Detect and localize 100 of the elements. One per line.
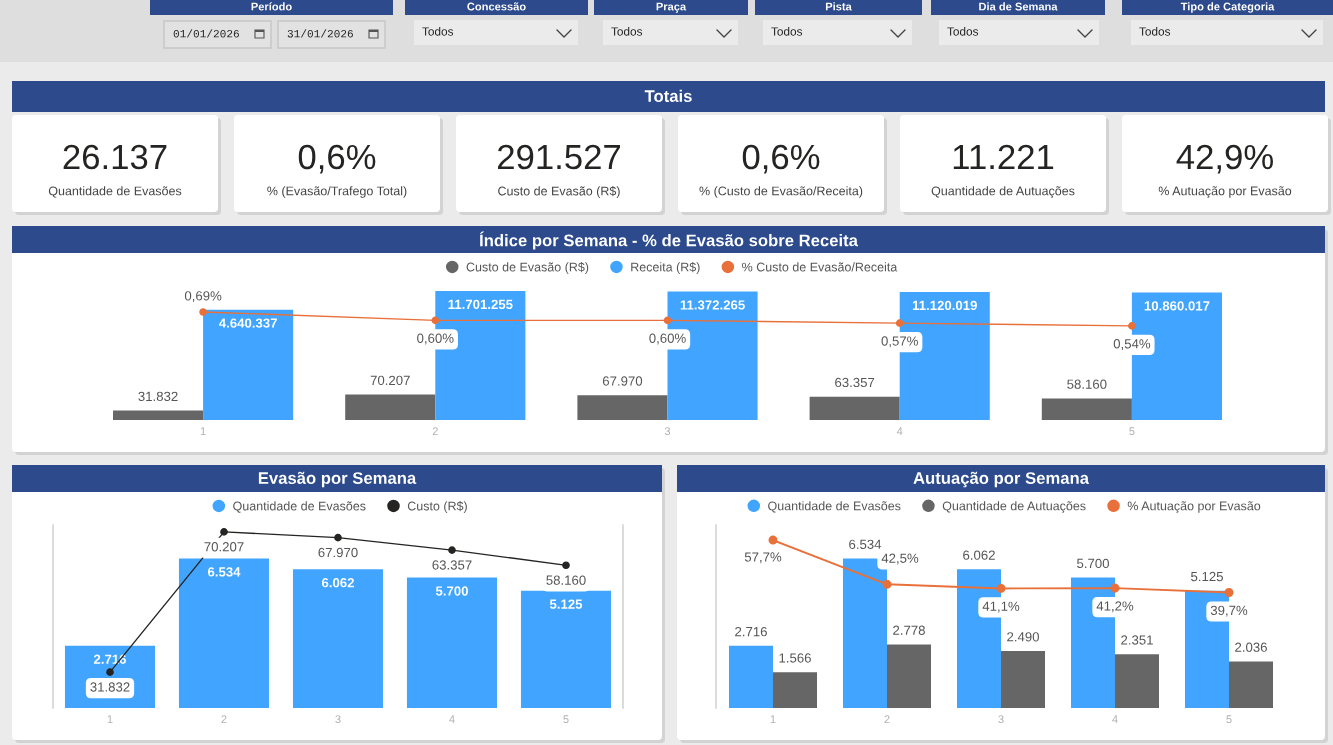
chart-title: Índice por Semana - % de Evasão sobre Receita [479, 231, 859, 250]
x-tick-label: 3 [664, 427, 671, 436]
legend-label: % Custo de Evasão/Receita [742, 262, 898, 272]
category-label: Dia de Semana [979, 2, 1058, 11]
x-tick-label: 4 [449, 715, 455, 723]
point [562, 561, 570, 570]
data-label: 6.534 [207, 567, 241, 577]
text: Todos [1139, 27, 1171, 36]
bar [1001, 651, 1045, 708]
legend-label: Receita (R$) [631, 262, 700, 274]
bar [1115, 654, 1159, 708]
legend-label: % Autuação por Evasão [1127, 501, 1261, 513]
text: 31/01/2026 [287, 29, 353, 38]
data-label: 0,60% [417, 333, 454, 345]
text: 0,6% [742, 144, 820, 174]
x-tick-label: 2 [884, 715, 890, 723]
category-label: % (Evasão/Trafego Total) [267, 186, 407, 198]
data-label: 5.125 [549, 599, 583, 609]
legend-label: Quantidade de Evasões [233, 501, 366, 513]
data-label: 2.490 [1007, 632, 1039, 642]
data-label: 2.351 [1121, 635, 1153, 645]
text: Todos [771, 27, 803, 36]
text: 26.137 [63, 144, 167, 170]
data-label: 5.700 [435, 586, 468, 596]
category-label: Pista [825, 2, 852, 11]
chart-title: Autuação por Semana [913, 471, 1090, 488]
data-label: 11.120.019 [912, 300, 977, 311]
bar [1229, 661, 1273, 708]
data-label: 11.701.255 [448, 299, 513, 310]
category-label: Custo de Evasão (R$) [498, 186, 620, 198]
bar [887, 644, 931, 708]
legend-label: Quantidade de Evasões [768, 501, 901, 513]
x-tick-label: 5 [1129, 427, 1135, 436]
data-label: 58.160 [546, 575, 586, 585]
x-tick-label: 4 [1112, 715, 1118, 723]
data-label: 6.062 [321, 578, 354, 588]
x-tick-label: 1 [107, 715, 113, 723]
data-label: 31.832 [138, 391, 178, 402]
category-label: % (Custo de Evasão/Receita) [699, 186, 863, 198]
x-tick-label: 3 [335, 715, 341, 724]
data-label: 70.207 [370, 375, 410, 386]
data-label: 41,2% [1096, 601, 1134, 613]
text: 11.221 [953, 144, 1054, 169]
data-label: 67.970 [318, 547, 358, 558]
legend-label: Custo (R$) [407, 501, 467, 513]
text: 42,9% [1176, 144, 1273, 174]
point [882, 579, 892, 589]
data-label: 31.832 [90, 682, 130, 692]
data-label: 2.778 [893, 625, 925, 635]
data-label: 57,7% [744, 552, 782, 564]
bar [520, 590, 612, 708]
x-tick-label: 2 [432, 427, 438, 435]
data-label: 67.970 [602, 376, 643, 386]
category-label: Período [251, 2, 292, 11]
data-label: 0,57% [881, 336, 918, 348]
category-label: Quantidade de Autuações [931, 186, 1075, 198]
legend-label: Custo de Evasão (R$) [466, 262, 589, 274]
text: 0,6% [298, 144, 376, 174]
bar [178, 558, 270, 708]
point [1224, 587, 1234, 597]
data-label: 10.860.017 [1144, 301, 1210, 311]
data-label: 11.372.265 [680, 300, 745, 310]
data-label: 42,5% [881, 553, 919, 565]
legend-label: Quantidade de Autuações [942, 501, 1086, 513]
category-label: Quantidade de Evasões [48, 186, 182, 198]
x-tick-label: 4 [896, 427, 903, 435]
data-label: 41,1% [982, 601, 1020, 613]
x-tick-label: 3 [998, 715, 1004, 724]
data-label: 70.207 [204, 542, 244, 552]
category-label: Praça [656, 2, 687, 13]
data-label: 58.160 [1067, 379, 1107, 389]
category-label: % Autuação por Evasão [1158, 186, 1292, 198]
point [663, 316, 672, 325]
chart-title: Evasão por Semana [258, 471, 417, 488]
point [1128, 322, 1136, 330]
data-label: 0,60% [649, 333, 686, 345]
text: 01/01/2026 [173, 29, 239, 38]
data-label: 6.062 [963, 550, 995, 560]
text: 291.527 [498, 144, 621, 170]
point [895, 319, 904, 327]
x-tick-label: 1 [200, 427, 206, 435]
data-label: 1.566 [779, 653, 811, 663]
data-label: 2.036 [1235, 642, 1267, 652]
data-label: 5.125 [1191, 571, 1223, 582]
point [199, 308, 207, 316]
data-label: 63.357 [835, 377, 875, 388]
data-label: 6.534 [849, 539, 882, 549]
point [1110, 583, 1120, 593]
point [431, 316, 440, 325]
data-label: 39,7% [1210, 605, 1248, 617]
bar [773, 672, 817, 708]
point [996, 583, 1006, 593]
data-label: 2.716 [735, 626, 767, 637]
point [220, 528, 228, 536]
text: Todos [611, 27, 643, 36]
data-label: 4.640.337 [219, 318, 277, 328]
text: Todos [947, 27, 979, 36]
bar [729, 645, 773, 708]
category-label: Concessão [467, 2, 526, 11]
data-label: 0,69% [184, 291, 222, 303]
